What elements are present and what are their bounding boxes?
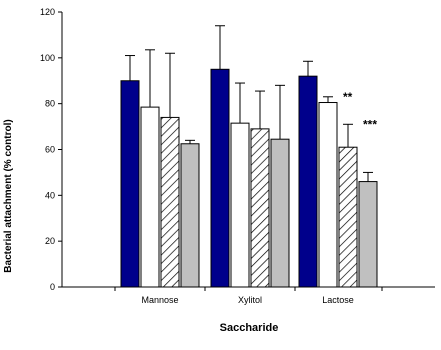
bar <box>270 138 290 288</box>
bar <box>358 181 378 288</box>
bars-group <box>120 25 378 288</box>
y-tick-label: 100 <box>40 53 55 63</box>
y-tick-label: 80 <box>45 99 55 109</box>
bar <box>318 102 338 288</box>
bar <box>160 116 180 288</box>
bar <box>180 143 200 288</box>
bar <box>120 80 140 288</box>
y-tick-label: 60 <box>45 145 55 155</box>
bar <box>298 75 318 288</box>
y-axis-title: Bacterial attachment (% control) <box>3 119 14 272</box>
category-label: Mannose <box>141 295 178 305</box>
y-tick-label: 120 <box>40 7 55 17</box>
bar <box>250 128 270 288</box>
y-tick-label: 0 <box>50 282 55 292</box>
bar <box>338 146 358 288</box>
bar <box>230 122 250 288</box>
x-axis-title: Saccharide <box>220 322 279 334</box>
significance-label: ** <box>343 90 353 104</box>
significance-label: *** <box>363 117 377 131</box>
y-tick-label: 20 <box>45 236 55 246</box>
bar <box>210 68 230 288</box>
bar <box>140 106 160 288</box>
category-label: Xylitol <box>238 295 262 305</box>
y-tick-label: 40 <box>45 190 55 200</box>
category-label: Lactose <box>322 295 354 305</box>
